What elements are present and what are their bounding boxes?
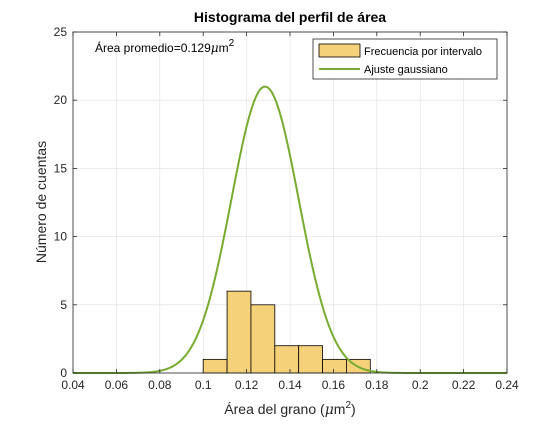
x-axis-label: Área del grano (μm2) [224, 400, 355, 418]
x-tick-label: 0.24 [495, 378, 519, 392]
average-area-annotation: Área promedio=0.129μm2 [95, 38, 235, 55]
y-tick-label: 0 [60, 366, 67, 380]
annotation-unit: m [219, 41, 229, 55]
x-tick-label: 0.22 [452, 378, 476, 392]
x-tick-label: 0.08 [148, 378, 172, 392]
y-axis-ticks: 0 5 10 15 20 25 [54, 25, 507, 380]
x-tick-label: 0.06 [105, 378, 129, 392]
y-tick-label: 20 [54, 93, 68, 107]
x-axis-label-mu: μ [325, 402, 334, 418]
x-axis-label-close: ) [351, 401, 356, 417]
x-tick-label: 0.2 [412, 378, 429, 392]
x-axis-label-main: Área del grano ( [224, 401, 325, 417]
legend-histogram-label: Frecuencia por intervalo [364, 46, 482, 58]
histogram-bar [298, 345, 323, 374]
x-axis-label-unit: m [334, 401, 346, 417]
annotation-exp: 2 [229, 38, 235, 49]
x-tick-label: 0.12 [235, 378, 259, 392]
y-tick-label: 10 [54, 230, 68, 244]
histogram-bar [250, 304, 276, 374]
legend-gaussian-label: Ajuste gaussiano [364, 64, 448, 76]
histogram-bar [202, 358, 228, 374]
annotation-prefix: Área promedio=0.129 [95, 40, 211, 55]
x-tick-label: 0.16 [322, 378, 346, 392]
y-tick-label: 15 [54, 161, 68, 175]
x-tick-label: 0.14 [278, 378, 302, 392]
x-tick-label: 0.18 [365, 378, 389, 392]
histogram-bar [322, 358, 347, 374]
x-axis-label-exp: 2 [345, 400, 351, 411]
y-axis-label: Número de cuentas [33, 141, 49, 263]
x-axis-ticks: 0.04 0.06 0.08 0.1 0.12 0.14 0.16 0.18 0.2 0.22 0.… [61, 32, 519, 392]
x-tick-label: 0.1 [195, 378, 212, 392]
legend: Frecuencia por intervalo Ajuste gaussian… [312, 38, 498, 80]
histogram-bar [226, 290, 252, 374]
y-tick-label: 25 [54, 25, 68, 39]
chart-title: Histograma del perfil de área [194, 9, 386, 25]
x-tick-label: 0.04 [61, 378, 85, 392]
y-tick-label: 5 [60, 298, 67, 312]
legend-histogram-swatch [318, 43, 361, 58]
histogram-bar [274, 345, 300, 374]
annotation-mu: μ [211, 41, 219, 55]
